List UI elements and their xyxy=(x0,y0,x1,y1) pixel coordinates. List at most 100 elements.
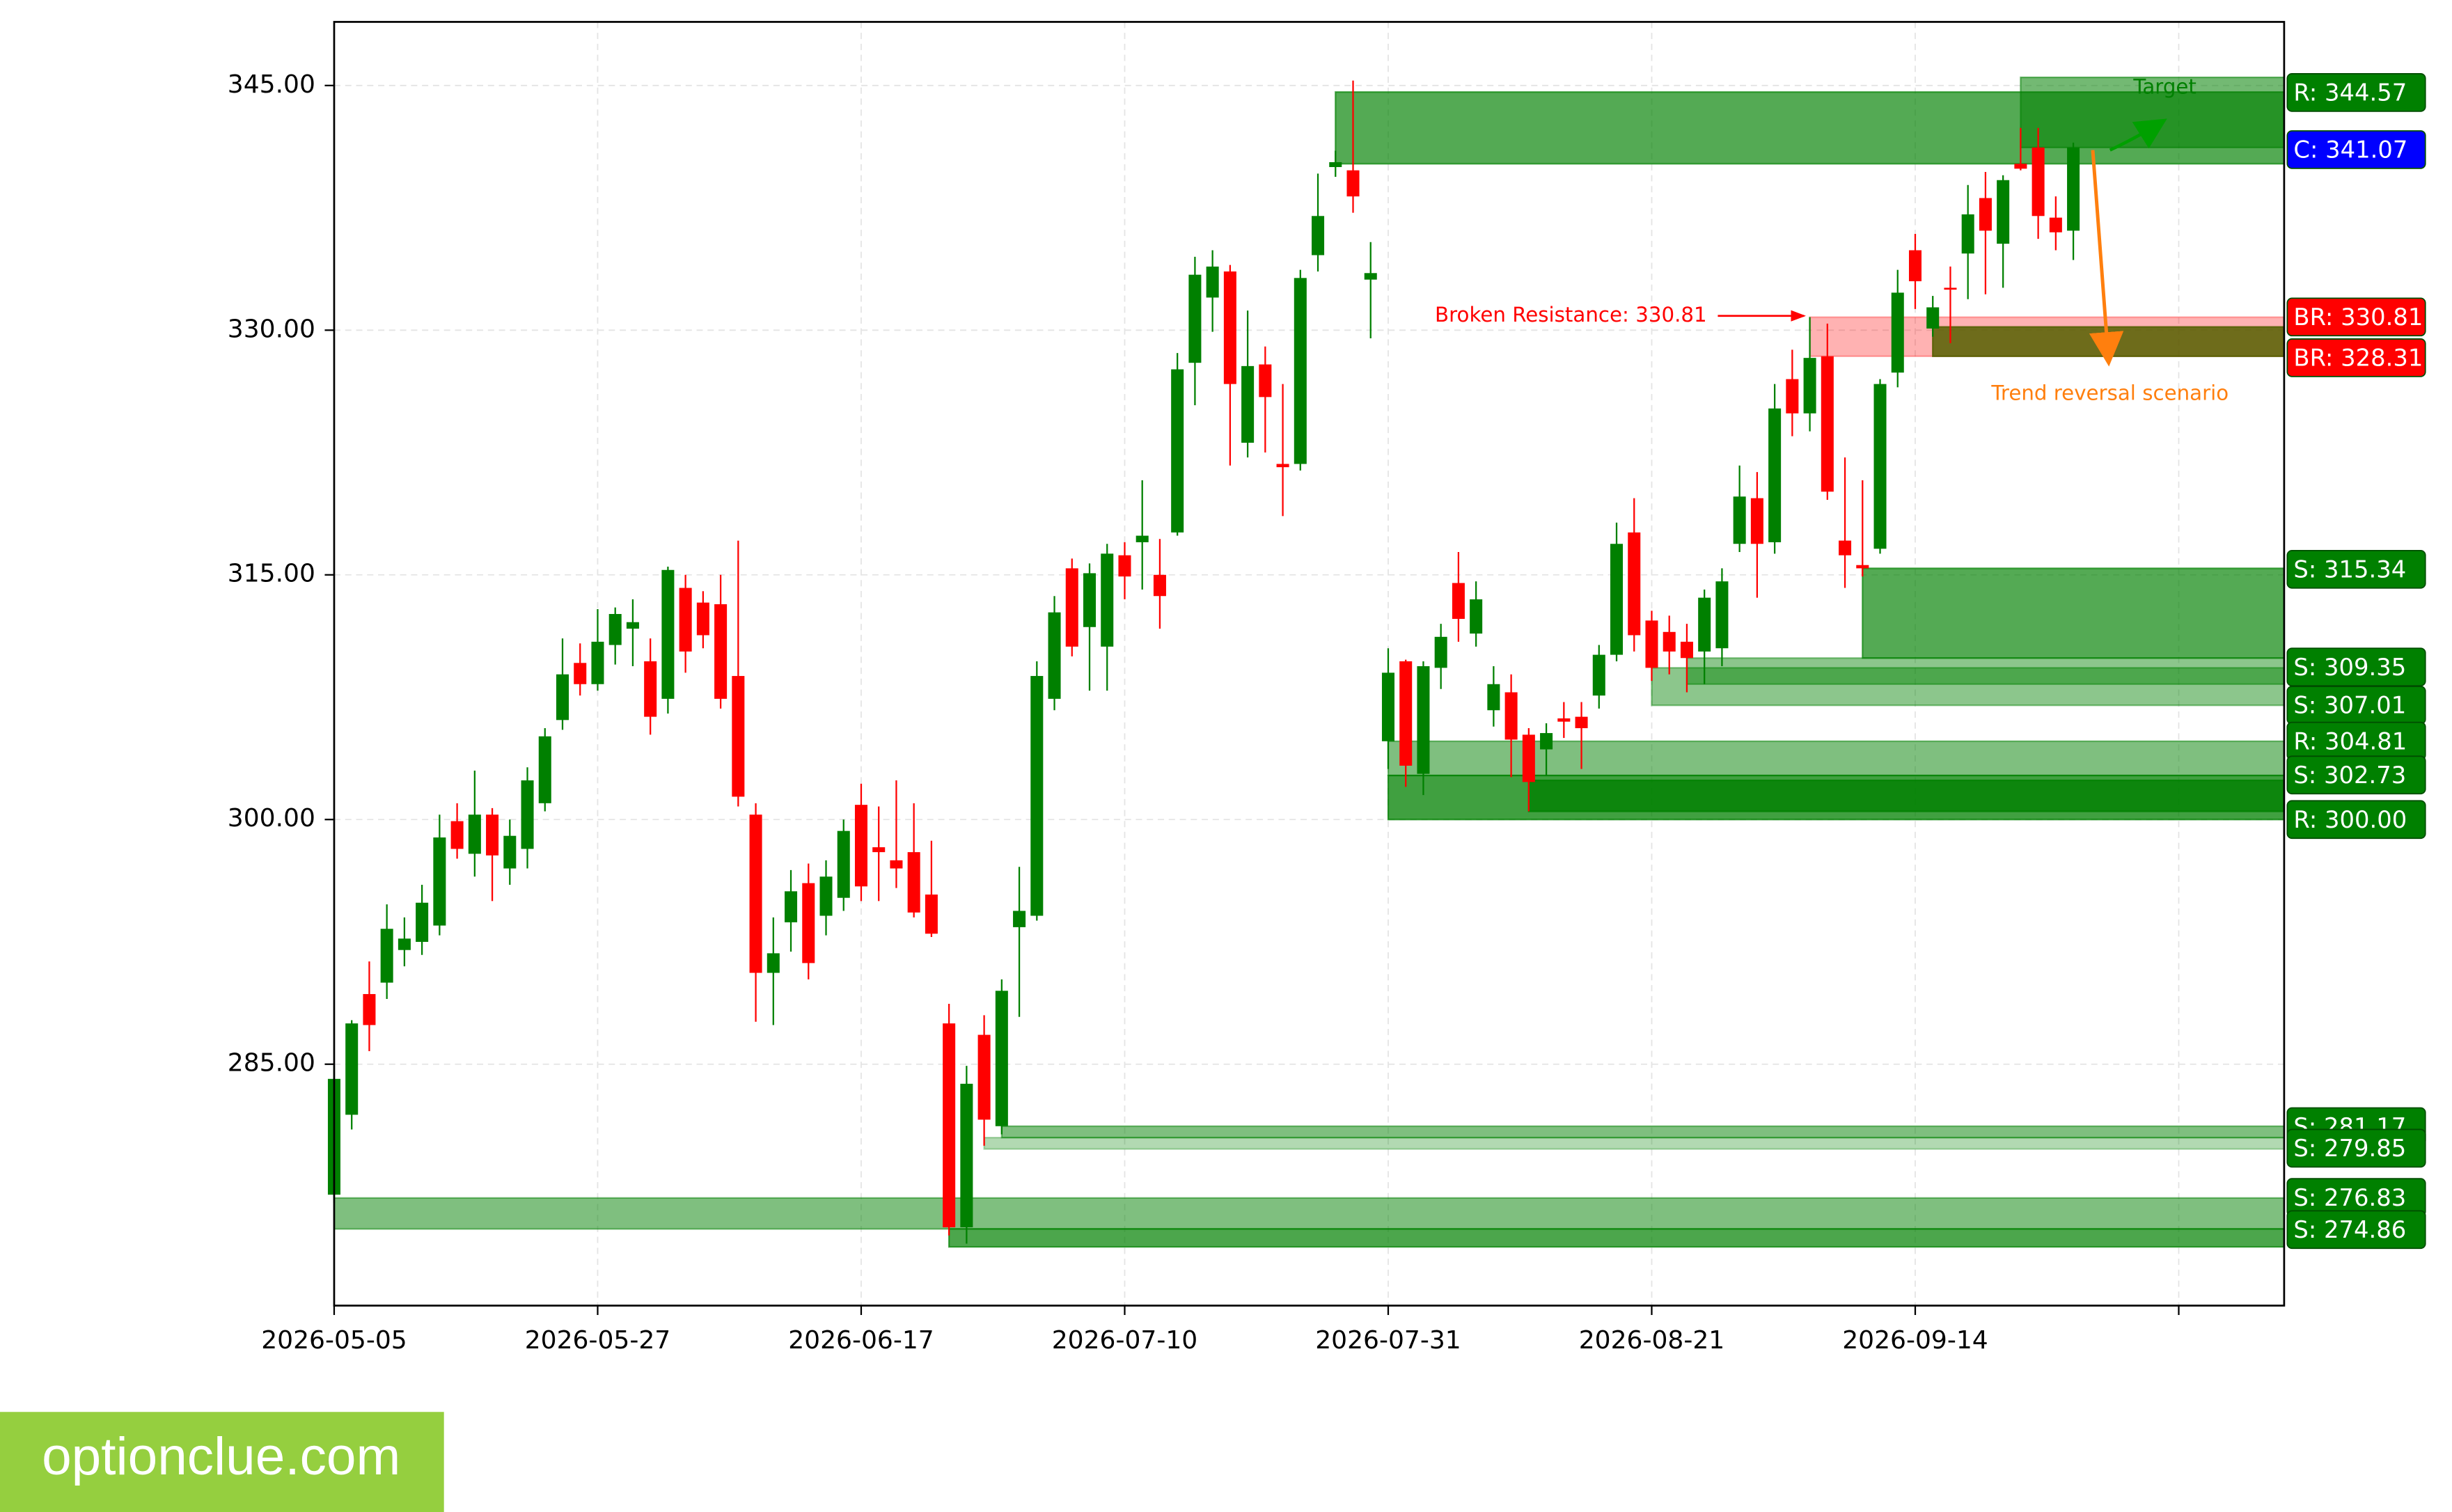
candle-body xyxy=(1065,568,1078,647)
level-box xyxy=(2286,755,2426,795)
candle-body xyxy=(626,622,639,629)
candle-body xyxy=(714,604,728,699)
zone xyxy=(1862,567,2286,659)
candle-body xyxy=(644,661,657,717)
candle-body xyxy=(1048,612,1061,699)
candle-body xyxy=(521,780,534,849)
candle-body xyxy=(1839,540,1852,556)
candle-body xyxy=(872,847,886,853)
zone xyxy=(983,1137,2286,1150)
candle-body xyxy=(1153,574,1166,597)
x-tick-label: 2026-05-27 xyxy=(525,1326,670,1355)
candle-body xyxy=(1013,911,1026,927)
candle-body xyxy=(1417,666,1430,774)
candle-body xyxy=(1487,684,1500,711)
y-tick-label: 330.00 xyxy=(228,315,315,343)
level-box xyxy=(2286,1210,2426,1250)
candle-body xyxy=(907,852,920,913)
level-box xyxy=(2286,647,2426,687)
candle-body xyxy=(854,805,867,887)
candle-body xyxy=(1628,532,1641,636)
candle-body xyxy=(538,736,551,803)
x-tick-label: 2026-07-10 xyxy=(1052,1326,1197,1355)
zone xyxy=(948,1228,2286,1248)
y-tick-label: 315.00 xyxy=(228,560,315,588)
candle-body xyxy=(1364,273,1377,280)
level-label: S: 279.85 xyxy=(2293,1135,2406,1162)
candle-body xyxy=(556,674,569,720)
candle-body xyxy=(1504,692,1518,740)
candle-body xyxy=(380,929,393,983)
candle-body xyxy=(1101,553,1114,647)
y-tick-label: 300.00 xyxy=(228,804,315,833)
candle-body xyxy=(416,902,429,942)
candle-body xyxy=(890,860,903,869)
candle-body xyxy=(2049,217,2062,233)
candle-body xyxy=(1592,654,1605,696)
level-label: R: 304.81 xyxy=(2293,727,2407,755)
candle-body xyxy=(749,814,762,973)
candle-body xyxy=(503,835,517,869)
candle-body xyxy=(1188,274,1202,363)
level-box xyxy=(2286,73,2426,112)
candle-body xyxy=(802,883,815,963)
candle-body xyxy=(1135,535,1149,542)
candle-body xyxy=(1294,278,1307,464)
candle-body xyxy=(1856,565,1869,569)
candle-body xyxy=(1206,266,1219,298)
x-tick-label: 2026-05-05 xyxy=(261,1326,407,1355)
candle-body xyxy=(1873,384,1887,549)
level-label: C: 341.07 xyxy=(2293,136,2407,164)
zone xyxy=(1651,667,2286,707)
zone xyxy=(1527,779,2286,812)
candle-body xyxy=(767,953,780,973)
candle-body xyxy=(1698,597,1711,652)
level-box xyxy=(2286,130,2426,169)
candle-body xyxy=(679,588,692,652)
candle-body xyxy=(1540,733,1553,750)
level-box xyxy=(2286,297,2426,337)
candle-body xyxy=(1750,498,1763,544)
candle-body xyxy=(661,569,675,699)
candle-body xyxy=(1680,641,1693,659)
target-arrow xyxy=(2109,118,2167,152)
x-tick-label: 2026-07-31 xyxy=(1315,1326,1461,1355)
candle-body xyxy=(785,891,798,922)
zone xyxy=(333,1197,2286,1230)
candle-body xyxy=(1557,718,1571,722)
candle-body xyxy=(1575,716,1588,729)
watermark: optionclue.com xyxy=(42,1427,400,1486)
level-box xyxy=(2286,338,2426,377)
candle-body xyxy=(1470,599,1483,634)
candle-body xyxy=(591,641,604,684)
candle-body xyxy=(837,830,850,898)
candle-body xyxy=(819,876,833,916)
candle-body xyxy=(1329,162,1342,167)
reversal-arrow xyxy=(2089,150,2124,367)
annotation: Trend reversal scenario xyxy=(1990,381,2229,405)
level-label: S: 276.83 xyxy=(2293,1184,2406,1211)
level-box xyxy=(2286,800,2426,840)
candle-body xyxy=(960,1083,973,1228)
candle-body xyxy=(1030,676,1044,916)
candle-body xyxy=(977,1034,991,1120)
candle-body xyxy=(925,895,938,934)
candle-body xyxy=(1908,250,1921,282)
candle-body xyxy=(1715,581,1729,649)
candle-body xyxy=(1663,631,1676,652)
candle-body xyxy=(1223,271,1236,384)
candle-body xyxy=(1645,620,1658,668)
y-tick-label: 345.00 xyxy=(228,70,315,99)
zone xyxy=(1000,1125,2286,1139)
candle-body xyxy=(732,676,745,797)
level-label: S: 309.35 xyxy=(2293,654,2406,681)
level-label: S: 307.01 xyxy=(2293,692,2406,719)
level-label: R: 344.57 xyxy=(2293,79,2407,107)
candle-body xyxy=(1259,364,1272,397)
candle-body xyxy=(1399,661,1413,766)
candle-body xyxy=(1961,214,1974,254)
candle-body xyxy=(1891,292,1904,373)
candle-body xyxy=(450,821,464,849)
